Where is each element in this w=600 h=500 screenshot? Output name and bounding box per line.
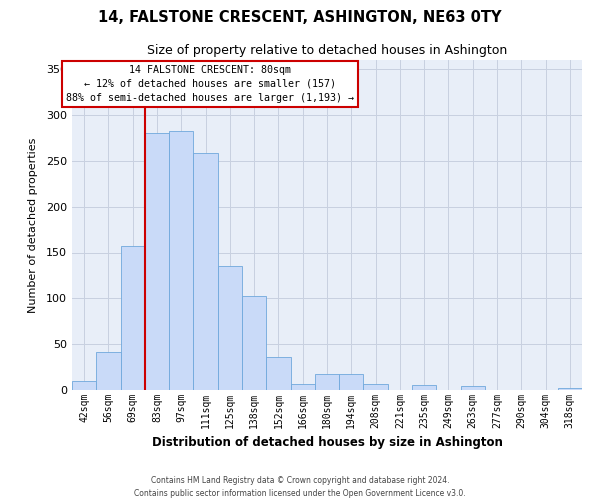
Bar: [315, 374, 339, 390]
Text: 14 FALSTONE CRESCENT: 80sqm
← 12% of detached houses are smaller (157)
88% of se: 14 FALSTONE CRESCENT: 80sqm ← 12% of det…: [66, 65, 354, 103]
Bar: [72, 381, 96, 390]
Bar: [121, 246, 145, 390]
Bar: [266, 357, 290, 390]
Bar: [558, 388, 582, 390]
Text: 14, FALSTONE CRESCENT, ASHINGTON, NE63 0TY: 14, FALSTONE CRESCENT, ASHINGTON, NE63 0…: [98, 10, 502, 25]
Bar: [169, 130, 193, 390]
Bar: [412, 386, 436, 390]
Bar: [290, 384, 315, 390]
Bar: [339, 374, 364, 390]
Bar: [461, 386, 485, 390]
Bar: [145, 134, 169, 390]
Text: Contains HM Land Registry data © Crown copyright and database right 2024.
Contai: Contains HM Land Registry data © Crown c…: [134, 476, 466, 498]
Y-axis label: Number of detached properties: Number of detached properties: [28, 138, 38, 312]
X-axis label: Distribution of detached houses by size in Ashington: Distribution of detached houses by size …: [152, 436, 502, 450]
Bar: [96, 352, 121, 390]
Bar: [364, 384, 388, 390]
Bar: [218, 266, 242, 390]
Bar: [242, 296, 266, 390]
Bar: [193, 154, 218, 390]
Title: Size of property relative to detached houses in Ashington: Size of property relative to detached ho…: [147, 44, 507, 58]
